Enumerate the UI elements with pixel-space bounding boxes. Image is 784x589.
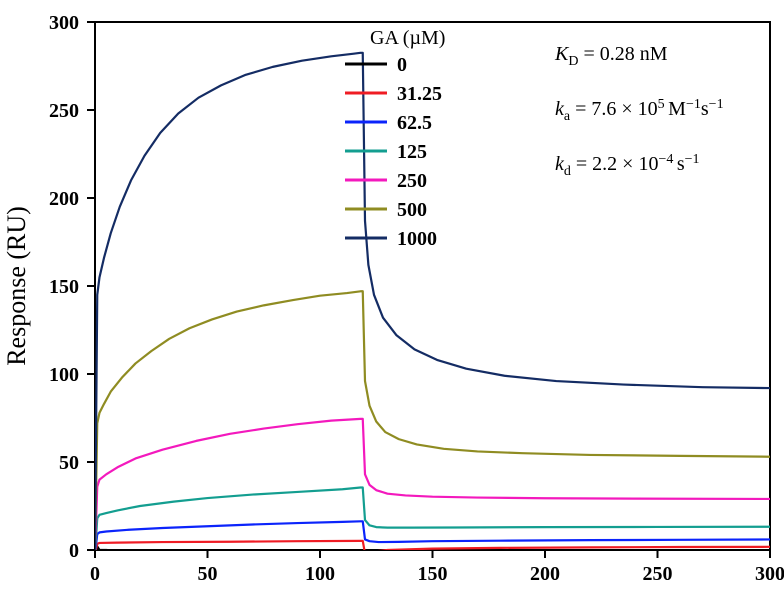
svg-text:150: 150 bbox=[49, 276, 79, 298]
svg-text:150: 150 bbox=[418, 563, 448, 585]
svg-text:Response (RU): Response (RU) bbox=[2, 206, 31, 366]
svg-text:50: 50 bbox=[59, 452, 79, 474]
svg-text:250: 250 bbox=[397, 170, 427, 192]
svg-text:50: 50 bbox=[198, 563, 218, 585]
svg-text:200: 200 bbox=[49, 188, 79, 210]
svg-text:500: 500 bbox=[397, 199, 427, 221]
chart-svg: 0 50 100 150 200 250 300 0 50 100 150 200 250 300 Resp… bbox=[0, 0, 784, 589]
svg-text:300: 300 bbox=[755, 563, 784, 585]
svg-text:100: 100 bbox=[305, 563, 335, 585]
spr-sensorgram-chart: 0 50 100 150 200 250 300 0 50 100 150 200 250 300 Resp… bbox=[0, 0, 784, 589]
svg-text:0: 0 bbox=[69, 540, 79, 562]
svg-text:1000: 1000 bbox=[397, 228, 437, 250]
svg-text:kd = 2.2 × 10−4 s−1: kd = 2.2 × 10−4 s−1 bbox=[555, 152, 700, 179]
svg-text:GA (µM): GA (µM) bbox=[370, 27, 445, 49]
svg-text:31.25: 31.25 bbox=[397, 83, 442, 105]
svg-text:250: 250 bbox=[49, 100, 79, 122]
svg-text:125: 125 bbox=[397, 141, 427, 163]
svg-text:200: 200 bbox=[530, 563, 560, 585]
svg-text:0: 0 bbox=[90, 563, 100, 585]
svg-text:100: 100 bbox=[49, 364, 79, 386]
svg-text:300: 300 bbox=[49, 12, 79, 34]
svg-text:0: 0 bbox=[397, 54, 407, 76]
svg-text:62.5: 62.5 bbox=[397, 112, 432, 134]
svg-text:250: 250 bbox=[643, 563, 673, 585]
